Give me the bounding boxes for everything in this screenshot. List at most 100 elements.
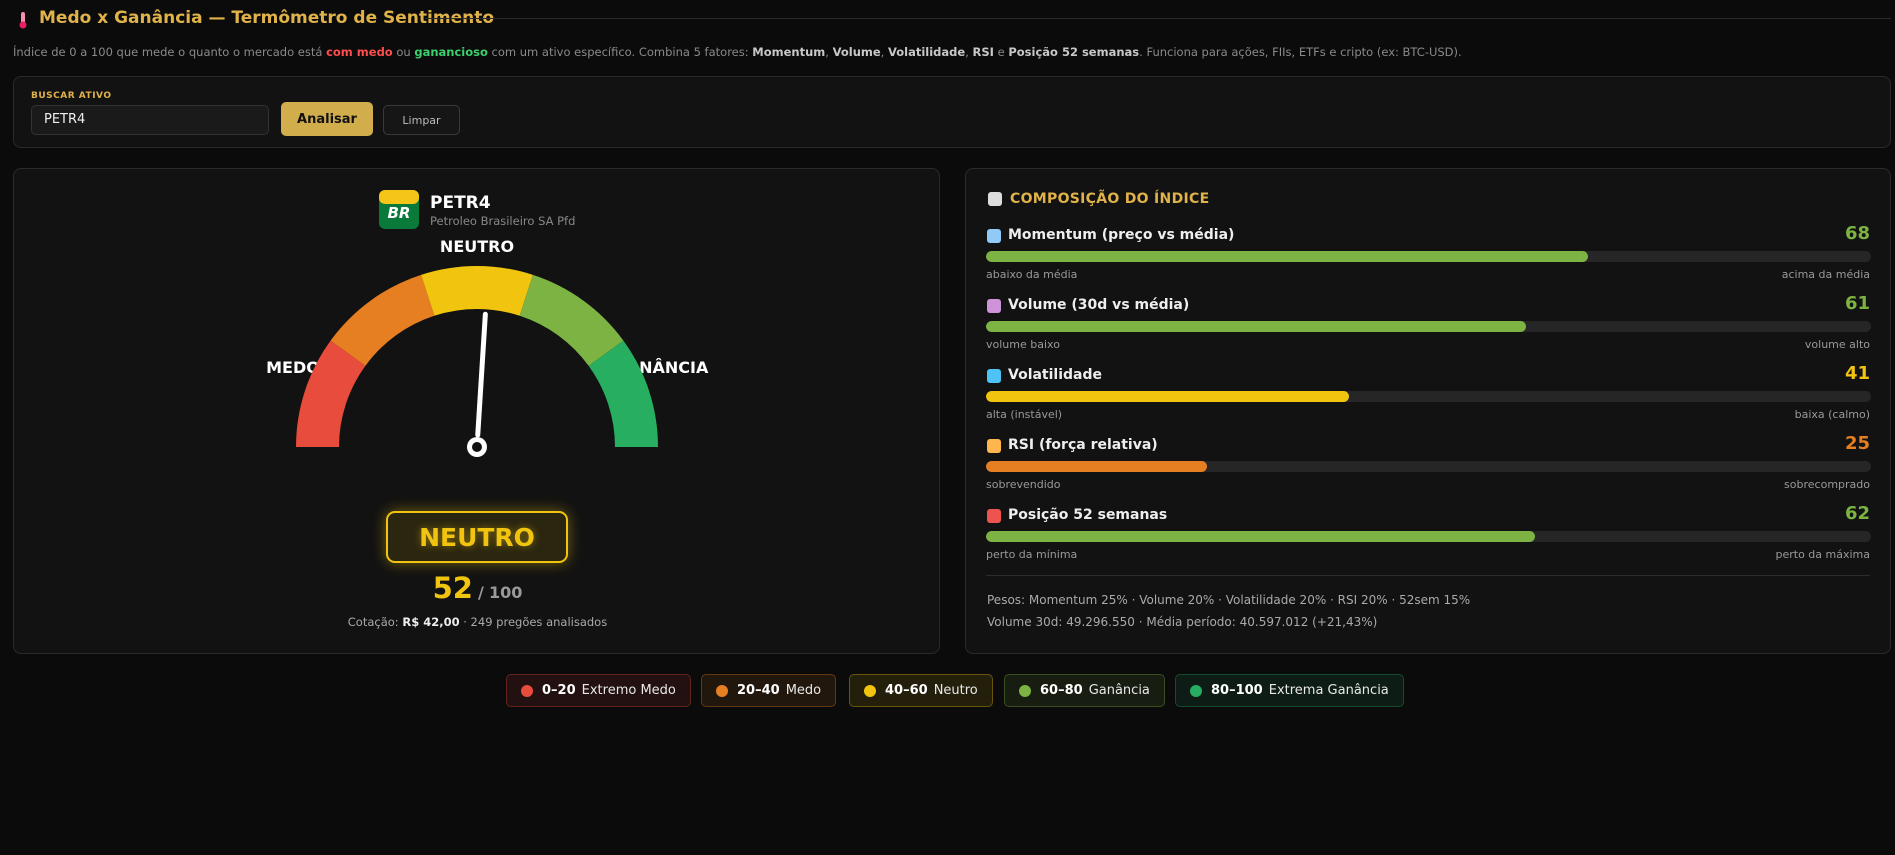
gauge-segment xyxy=(330,274,435,366)
legend-dot xyxy=(1019,684,1031,697)
component-icon xyxy=(987,509,1001,523)
description-part: Posição 52 semanas xyxy=(1008,45,1140,59)
ticker: PETR4 xyxy=(430,193,491,213)
score-max: 100 xyxy=(488,583,523,602)
component-high-label: perto da máxima xyxy=(1775,548,1870,561)
weights: Pesos: Momentum 25% · Volume 20% · Volat… xyxy=(987,593,1471,607)
gauge-label-left: MEDO xyxy=(266,358,320,377)
component-name: Volume (30d vs média) xyxy=(1008,297,1190,313)
component-low-label: volume baixo xyxy=(986,338,1060,351)
legend-range: 20–40 xyxy=(737,683,780,698)
composition-icon xyxy=(988,192,1002,206)
legend-label: Ganância xyxy=(1088,683,1150,698)
component-value: 41 xyxy=(1844,363,1870,384)
component-low-label: perto da mínima xyxy=(986,548,1078,561)
component-bar xyxy=(986,531,1535,542)
component-track xyxy=(986,251,1871,262)
description-part: . Funciona para ações, FIIs, ETFs e crip… xyxy=(1139,45,1462,59)
status-badge: NEUTRO xyxy=(386,511,568,563)
component-name: Posição 52 semanas xyxy=(1008,507,1168,523)
quote-price: R$ 42,00 xyxy=(402,615,460,629)
gauge-segment xyxy=(519,274,624,366)
divider xyxy=(986,575,1870,576)
title-icon xyxy=(19,12,27,29)
legend-chip: 60–80 Ganância xyxy=(1004,674,1165,707)
description-part: , xyxy=(825,45,833,59)
analyze-button[interactable]: Analisar xyxy=(281,102,373,136)
component-value: 68 xyxy=(1844,223,1870,244)
component-value: 62 xyxy=(1844,503,1870,524)
page-title: Medo x Ganância — Termômetro de Sentimen… xyxy=(39,8,495,28)
gauge-segment xyxy=(588,340,658,447)
component-track xyxy=(986,531,1871,542)
description-part: , xyxy=(880,45,888,59)
legend-range: 0–20 xyxy=(542,683,576,698)
score-line: 52 / 100 xyxy=(14,571,941,605)
score: 52 xyxy=(432,571,473,605)
composition-title: COMPOSIÇÃO DO ÍNDICE xyxy=(1010,191,1210,207)
component-high-label: volume alto xyxy=(1804,338,1870,351)
title-rule xyxy=(425,18,1891,19)
logo-text: BR xyxy=(388,204,411,222)
legend-chip: 40–60 Neutro xyxy=(849,674,993,707)
legend-range: 60–80 xyxy=(1040,683,1083,698)
component-track xyxy=(986,461,1871,472)
description-part: ou xyxy=(392,45,415,59)
description: Índice de 0 a 100 que mede o quanto o me… xyxy=(13,45,1462,59)
search-input[interactable]: PETR4 xyxy=(31,105,269,135)
component-icon xyxy=(987,369,1001,383)
component-low-label: alta (instável) xyxy=(986,408,1063,421)
legend-range: 40–60 xyxy=(885,683,928,698)
gauge-panel: BR PETR4 Petroleo Brasileiro SA Pfd NEUT… xyxy=(13,168,940,654)
search-panel: BUSCAR ATIVO PETR4 Analisar Limpar xyxy=(13,76,1891,148)
legend-label: Neutro xyxy=(933,683,978,698)
component-low-label: sobrevendido xyxy=(986,478,1061,491)
search-label: BUSCAR ATIVO xyxy=(31,91,112,101)
component-icon xyxy=(987,439,1001,453)
description-part: Índice de 0 a 100 que mede o quanto o me… xyxy=(13,45,327,59)
legend-dot xyxy=(1190,684,1202,697)
legend-dot xyxy=(521,684,533,697)
component-high-label: sobrecomprado xyxy=(1784,478,1870,491)
gauge-label-top: NEUTRO xyxy=(440,237,514,256)
description-part: com um ativo específico. Combina 5 fator… xyxy=(487,45,753,59)
component-high-label: baixa (calmo) xyxy=(1794,408,1870,421)
quote-line: Cotação: R$ 42,00 · 249 pregões analisad… xyxy=(14,615,941,629)
quote-label: Cotação: xyxy=(347,615,399,629)
component-bar xyxy=(986,321,1526,332)
logo-top xyxy=(379,190,419,204)
description-part: e xyxy=(993,45,1009,59)
gauge-needle xyxy=(475,311,488,438)
gauge-hub-inner xyxy=(472,442,482,452)
legend-range: 80–100 xyxy=(1211,683,1263,698)
component-value: 25 xyxy=(1844,433,1870,454)
description-part: com medo xyxy=(326,45,393,59)
gauge-segment xyxy=(296,340,366,447)
clear-button[interactable]: Limpar xyxy=(383,105,460,135)
legend-dot xyxy=(864,684,876,697)
component-name: Momentum (preço vs média) xyxy=(1008,227,1235,243)
legend-chip: 80–100 Extrema Ganância xyxy=(1175,674,1404,707)
component-bar xyxy=(986,251,1588,262)
composition-panel: COMPOSIÇÃO DO ÍNDICE Momentum (preço vs … xyxy=(965,168,1891,654)
component-bar xyxy=(986,391,1349,402)
description-part: Momentum xyxy=(752,45,826,59)
component-track xyxy=(986,391,1871,402)
description-part: ganancioso xyxy=(414,45,488,59)
score-separator: / xyxy=(478,583,484,602)
component-icon xyxy=(987,299,1001,313)
component-track xyxy=(986,321,1871,332)
volume-info: Volume 30d: 49.296.550 · Média período: … xyxy=(987,615,1378,629)
description-part: Volatilidade xyxy=(887,45,966,59)
gauge: BR PETR4 Petroleo Brasileiro SA Pfd NEUT… xyxy=(266,190,709,457)
description-part: , xyxy=(965,45,973,59)
component-name: Volatilidade xyxy=(1008,367,1103,383)
component-value: 61 xyxy=(1844,293,1870,314)
legend-label: Medo xyxy=(785,683,822,698)
description-part: Volume xyxy=(832,45,881,59)
quote-sessions: · 249 pregões analisados xyxy=(463,615,608,629)
legend-chip: 20–40 Medo xyxy=(701,674,837,707)
legend-dot xyxy=(716,684,728,697)
legend-label: Extrema Ganância xyxy=(1268,683,1389,698)
description-part: RSI xyxy=(972,45,994,59)
